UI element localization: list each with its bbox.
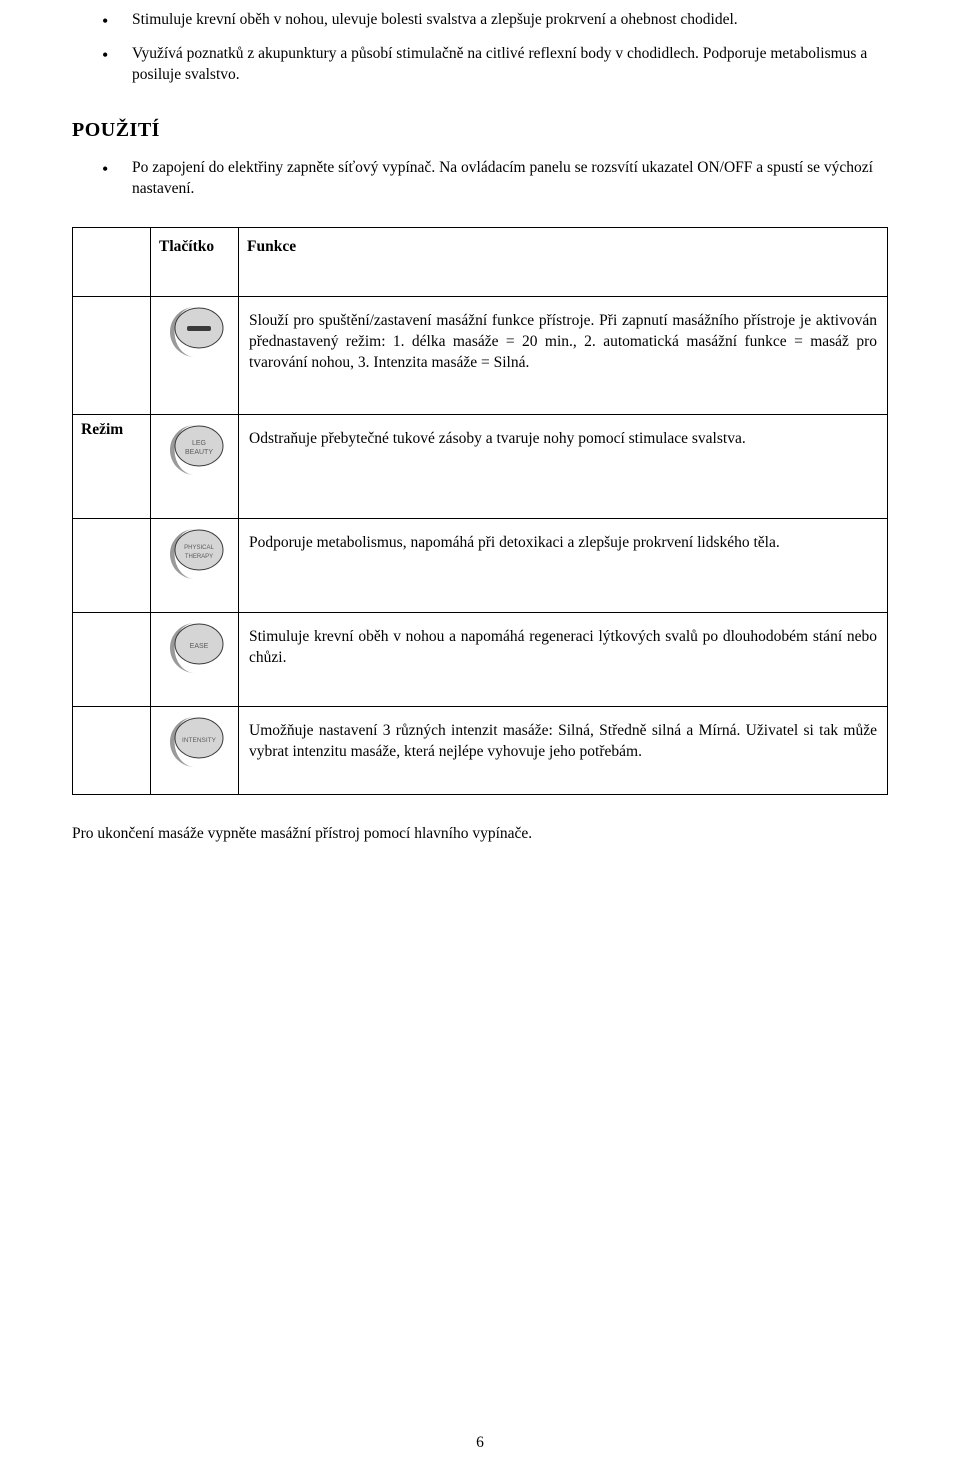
svg-text:PHYSICAL: PHYSICAL [184,545,214,551]
header-function: Funkce [239,228,888,297]
row-desc: Umožňuje nastavení 3 různých intenzit ma… [239,707,888,795]
table-row: Slouží pro spuštění/zastavení masážní fu… [73,297,888,415]
physical-therapy-button-icon: PHYSICAL THERAPY [160,525,230,579]
table-row: PHYSICAL THERAPY Podporuje metabolismus,… [73,519,888,613]
row-head-mode: Režim [73,415,151,519]
document-page: Stimuluje krevní oběh v nohou, ulevuje b… [0,0,960,1470]
table-row: INTENSITY Umožňuje nastavení 3 různých i… [73,707,888,795]
row-head-blank [73,519,151,613]
closing-text: Pro ukončení masáže vypněte masážní přís… [72,825,888,843]
header-blank [73,228,151,297]
functions-table: Tlačítko Funkce Slouží pro spuštění/zast… [72,227,888,795]
row-desc: Podporuje metabolismus, napomáhá při det… [239,519,888,613]
table-row: EASE Stimuluje krevní oběh v nohou a nap… [73,613,888,707]
table-row: Režim LEG BEAUTY Odstraňuje přebytečné t… [73,415,888,519]
button-icon-power [151,297,239,415]
row-desc: Stimuluje krevní oběh v nohou a napomáhá… [239,613,888,707]
usage-bullet-list: Po zapojení do elektřiny zapněte síťový … [102,158,888,199]
svg-text:INTENSITY: INTENSITY [182,737,217,744]
row-head-blank [73,613,151,707]
list-item: Po zapojení do elektřiny zapněte síťový … [102,158,888,199]
intensity-button-icon: INTENSITY [160,713,230,767]
ease-button-icon: EASE [160,619,230,673]
table-header-row: Tlačítko Funkce [73,228,888,297]
svg-text:EASE: EASE [189,643,208,650]
header-button: Tlačítko [151,228,239,297]
leg-beauty-button-icon: LEG BEAUTY [160,421,230,475]
page-number: 6 [0,1434,960,1452]
power-button-icon [160,303,230,357]
intro-bullet-list: Stimuluje krevní oběh v nohou, ulevuje b… [102,10,888,85]
button-icon-ease: EASE [151,613,239,707]
row-head-blank [73,297,151,415]
row-desc: Slouží pro spuštění/zastavení masážní fu… [239,297,888,415]
button-icon-physical-therapy: PHYSICAL THERAPY [151,519,239,613]
list-item: Využívá poznatků z akupunktury a působí … [102,44,888,85]
button-icon-intensity: INTENSITY [151,707,239,795]
svg-text:THERAPY: THERAPY [184,554,212,560]
list-item: Stimuluje krevní oběh v nohou, ulevuje b… [102,10,888,30]
svg-text:BEAUTY: BEAUTY [184,449,212,456]
section-heading-usage: POUŽITÍ [72,119,888,142]
row-desc: Odstraňuje přebytečné tukové zásoby a tv… [239,415,888,519]
row-head-blank [73,707,151,795]
button-icon-leg-beauty: LEG BEAUTY [151,415,239,519]
svg-text:LEG: LEG [191,440,205,447]
